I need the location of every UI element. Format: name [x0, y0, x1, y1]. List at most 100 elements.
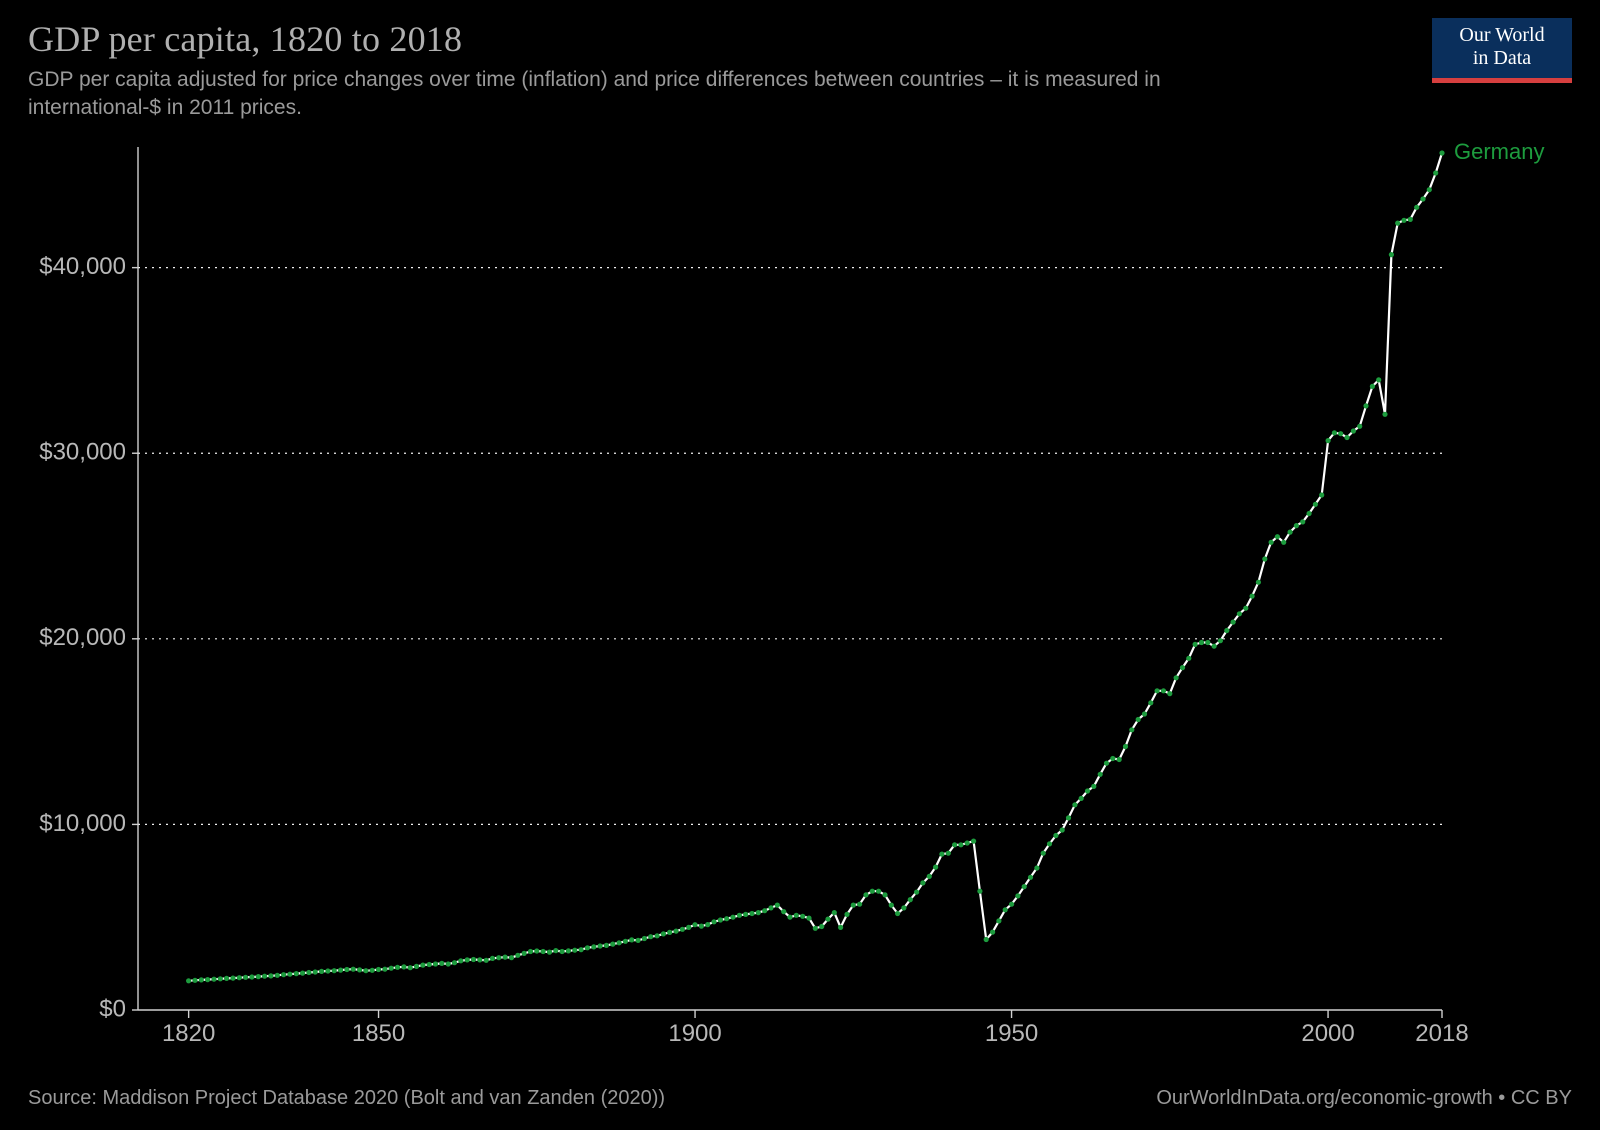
owid-logo-text: Our World in Data [1432, 18, 1572, 78]
series-marker [1237, 611, 1242, 616]
series-marker [1326, 438, 1331, 443]
series-marker [642, 936, 647, 941]
series-marker [205, 977, 210, 982]
series-marker [579, 947, 584, 952]
owid-logo: Our World in Data [1432, 18, 1572, 83]
series-marker [1110, 756, 1115, 761]
series-marker [351, 967, 356, 972]
series-marker [1161, 688, 1166, 693]
x-tick-label: 1850 [352, 1020, 405, 1047]
series-marker [401, 964, 406, 969]
series-marker [268, 973, 273, 978]
series-marker [218, 976, 223, 981]
series-marker [1275, 534, 1280, 539]
series-marker [863, 892, 868, 897]
series-marker [1205, 640, 1210, 645]
series-marker [699, 924, 704, 929]
series-marker [1401, 218, 1406, 223]
series-marker [389, 966, 394, 971]
series-marker [1193, 642, 1198, 647]
series-marker [585, 945, 590, 950]
x-tick-label: 2000 [1301, 1020, 1354, 1047]
series-marker [1174, 675, 1179, 680]
series-marker [370, 968, 375, 973]
series-marker [1015, 893, 1020, 898]
series-marker [1091, 784, 1096, 789]
series-marker [1085, 788, 1090, 793]
series-marker [889, 903, 894, 908]
series-marker [1053, 833, 1058, 838]
series-marker [338, 968, 343, 973]
series-marker [724, 916, 729, 921]
series-marker [256, 974, 261, 979]
series-marker [686, 925, 691, 930]
series-marker [1389, 252, 1394, 257]
attribution-text: OurWorldInData.org/economic-growth • CC … [1156, 1087, 1572, 1110]
series-marker [186, 978, 191, 983]
series-marker [490, 956, 495, 961]
series-marker [281, 972, 286, 977]
series-marker [572, 948, 577, 953]
y-tick-label: $0 [99, 995, 126, 1022]
series-marker [882, 892, 887, 897]
series-marker [439, 961, 444, 966]
series-marker [1218, 638, 1223, 643]
series-marker [718, 917, 723, 922]
series-marker [332, 968, 337, 973]
series-marker [1047, 841, 1052, 846]
series-marker [952, 842, 957, 847]
series-marker [192, 978, 197, 983]
series-marker [319, 969, 324, 974]
series-marker [946, 851, 951, 856]
series-marker [762, 908, 767, 913]
series-marker [1281, 540, 1286, 545]
series-marker [509, 955, 514, 960]
series-marker [984, 937, 989, 942]
series-marker [1439, 150, 1444, 155]
series-marker [1288, 530, 1293, 535]
series-marker [844, 912, 849, 917]
series-markers-germany [186, 150, 1445, 983]
y-tick-label: $40,000 [39, 253, 126, 280]
series-marker [692, 922, 697, 927]
series-marker [636, 938, 641, 943]
series-marker [996, 918, 1001, 923]
series-marker [382, 967, 387, 972]
series-marker [1262, 556, 1267, 561]
series-marker [458, 958, 463, 963]
series-marker [199, 977, 204, 982]
series-marker [876, 889, 881, 894]
chart-svg: $0$10,000$20,000$30,000$40,0001820185019… [28, 135, 1572, 1060]
series-marker [939, 852, 944, 857]
series-marker [344, 967, 349, 972]
series-marker [287, 972, 292, 977]
series-marker [376, 967, 381, 972]
series-marker [484, 958, 489, 963]
series-marker [775, 903, 780, 908]
series-marker [800, 914, 805, 919]
series-marker [553, 948, 558, 953]
series-marker [1294, 523, 1299, 528]
series-marker [1148, 700, 1153, 705]
series-marker [522, 951, 527, 956]
series-marker [661, 931, 666, 936]
series-marker [566, 948, 571, 953]
series-marker [920, 880, 925, 885]
series-marker [623, 939, 628, 944]
series-marker [1357, 424, 1362, 429]
series-marker [1136, 717, 1141, 722]
series-marker [477, 957, 482, 962]
series-marker [528, 949, 533, 954]
series-marker [1155, 688, 1160, 693]
series-marker [1142, 711, 1147, 716]
source-text: Source: Maddison Project Database 2020 (… [28, 1087, 665, 1110]
series-marker [1028, 875, 1033, 880]
series-marker [901, 905, 906, 910]
series-marker [1212, 644, 1217, 649]
series-marker [655, 933, 660, 938]
series-marker [1269, 540, 1274, 545]
series-marker [1129, 727, 1134, 732]
series-marker [408, 965, 413, 970]
chart-footer: Source: Maddison Project Database 2020 (… [28, 1087, 1572, 1110]
series-marker [794, 913, 799, 918]
